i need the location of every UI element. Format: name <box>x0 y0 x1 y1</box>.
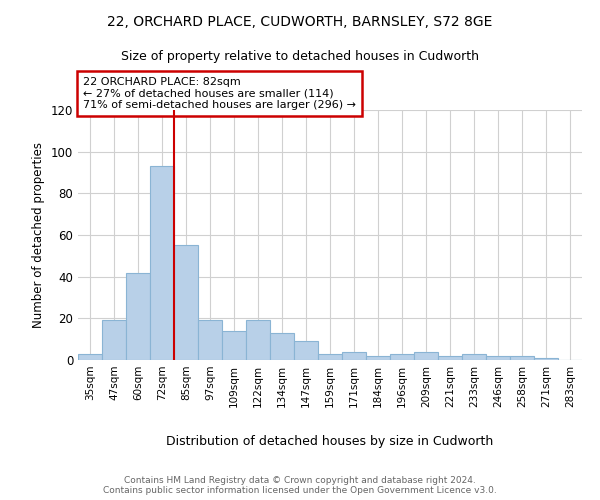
Bar <box>390 354 414 360</box>
Bar <box>510 356 534 360</box>
Text: Contains HM Land Registry data © Crown copyright and database right 2024.
Contai: Contains HM Land Registry data © Crown c… <box>103 476 497 495</box>
Bar <box>198 320 222 360</box>
Bar <box>246 320 270 360</box>
Bar <box>270 333 294 360</box>
Bar <box>150 166 174 360</box>
Bar <box>462 354 486 360</box>
Bar <box>414 352 438 360</box>
Bar <box>486 356 510 360</box>
Text: Size of property relative to detached houses in Cudworth: Size of property relative to detached ho… <box>121 50 479 63</box>
Bar <box>294 341 318 360</box>
Bar <box>318 354 342 360</box>
Bar <box>366 356 390 360</box>
Bar <box>534 358 558 360</box>
Bar <box>102 320 126 360</box>
Y-axis label: Number of detached properties: Number of detached properties <box>32 142 45 328</box>
Bar <box>222 331 246 360</box>
Bar <box>78 354 102 360</box>
Bar <box>438 356 462 360</box>
Bar <box>342 352 366 360</box>
Text: 22 ORCHARD PLACE: 82sqm
← 27% of detached houses are smaller (114)
71% of semi-d: 22 ORCHARD PLACE: 82sqm ← 27% of detache… <box>83 77 356 110</box>
Text: 22, ORCHARD PLACE, CUDWORTH, BARNSLEY, S72 8GE: 22, ORCHARD PLACE, CUDWORTH, BARNSLEY, S… <box>107 15 493 29</box>
Bar <box>126 272 150 360</box>
Text: Distribution of detached houses by size in Cudworth: Distribution of detached houses by size … <box>166 435 494 448</box>
Bar <box>174 246 198 360</box>
